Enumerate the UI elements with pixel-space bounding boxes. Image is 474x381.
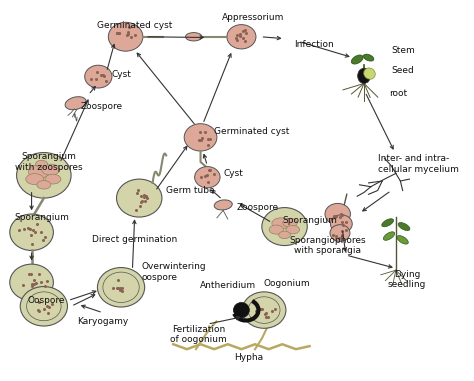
Ellipse shape [286,225,300,234]
Circle shape [85,65,112,88]
Text: Germinated cyst: Germinated cyst [214,127,290,136]
Ellipse shape [214,200,232,210]
Circle shape [17,152,71,198]
Text: Hypha: Hypha [234,353,263,362]
Text: Fertilization
of oogonium: Fertilization of oogonium [170,325,227,344]
Ellipse shape [234,303,249,318]
Text: Cyst: Cyst [223,169,243,178]
Circle shape [103,272,139,303]
Circle shape [330,225,350,242]
Circle shape [184,124,217,151]
Circle shape [98,267,145,307]
Text: Oospore: Oospore [27,296,65,305]
Circle shape [109,22,143,51]
Circle shape [109,277,134,298]
Circle shape [248,297,280,323]
Circle shape [262,208,307,245]
Ellipse shape [65,97,86,110]
Ellipse shape [382,219,393,227]
Text: Dying
seedling: Dying seedling [388,270,427,290]
Text: Zoospore: Zoospore [80,102,122,112]
Ellipse shape [364,68,375,79]
Ellipse shape [283,218,297,227]
Circle shape [195,166,220,188]
Ellipse shape [28,165,50,178]
Ellipse shape [37,181,51,189]
Text: Appressorium: Appressorium [221,13,284,22]
Ellipse shape [279,231,291,239]
Ellipse shape [358,68,370,83]
Ellipse shape [364,54,374,61]
Circle shape [20,287,67,326]
Text: Overwintering
oospore: Overwintering oospore [142,263,206,282]
Text: Sporangium
with zoospores: Sporangium with zoospores [15,152,82,172]
Ellipse shape [397,235,408,244]
Text: Sporangium: Sporangium [283,216,337,226]
Circle shape [10,214,54,250]
Text: root: root [389,89,407,98]
Text: Direct germination: Direct germination [92,235,177,244]
Ellipse shape [272,218,290,229]
Text: Germ tube: Germ tube [166,186,215,195]
Circle shape [117,179,162,217]
Text: Seed: Seed [392,66,414,75]
Ellipse shape [45,174,61,184]
Text: Infection: Infection [294,40,333,49]
Circle shape [27,292,61,321]
Ellipse shape [26,174,44,184]
Ellipse shape [42,164,60,175]
Text: Cyst: Cyst [112,70,132,79]
Circle shape [330,215,352,233]
Text: Germinated cyst: Germinated cyst [97,21,173,30]
Text: Sporangiophores
with sporangia: Sporangiophores with sporangia [290,236,366,255]
Circle shape [31,296,56,317]
Text: Antheridium: Antheridium [200,281,256,290]
Circle shape [227,25,256,49]
Ellipse shape [383,232,395,240]
Text: Stem: Stem [392,46,415,54]
Ellipse shape [351,55,363,64]
Text: Inter- and intra-
cellular mycelium: Inter- and intra- cellular mycelium [378,154,458,174]
Circle shape [325,203,350,225]
Text: Karyogamy: Karyogamy [77,317,128,326]
Ellipse shape [185,33,202,41]
Text: Zoospore: Zoospore [237,203,279,212]
Circle shape [10,264,54,301]
Text: Sporangium: Sporangium [14,213,69,222]
Ellipse shape [269,225,283,234]
Circle shape [242,292,286,328]
Ellipse shape [36,160,47,168]
Ellipse shape [398,223,410,231]
Text: Oogonium: Oogonium [264,279,310,288]
